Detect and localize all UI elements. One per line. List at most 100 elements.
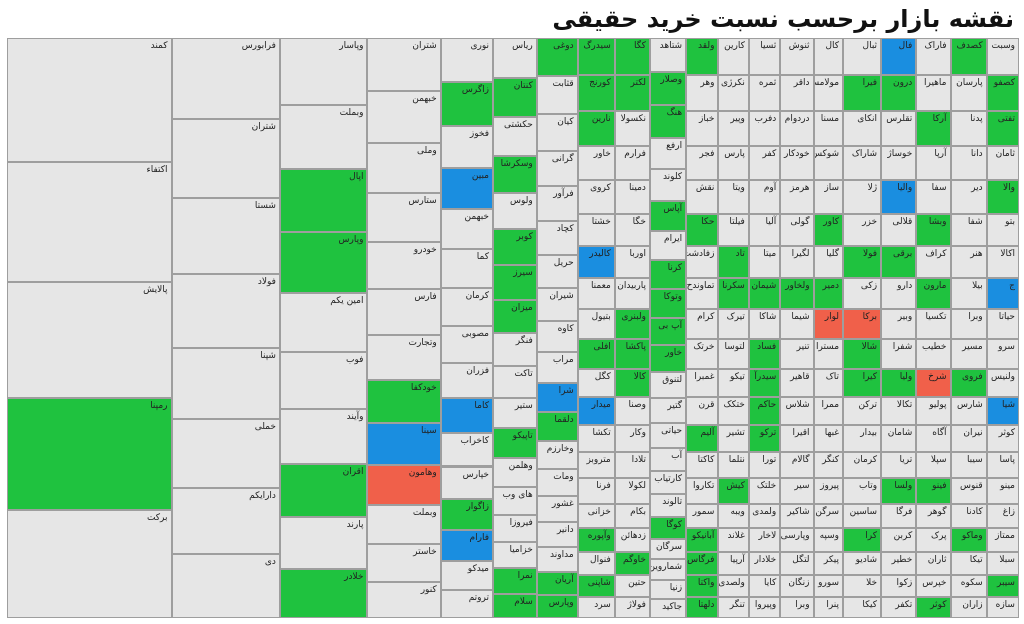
treemap-cell[interactable]: وخارزم [536, 440, 578, 469]
treemap-cell[interactable]: تالوند [649, 494, 687, 517]
treemap-cell[interactable]: کاخراب [440, 432, 493, 467]
treemap-cell[interactable]: ستیر [493, 397, 537, 429]
treemap-cell[interactable]: شیا [986, 397, 1019, 426]
treemap-cell[interactable]: شیما [780, 309, 814, 340]
treemap-cell[interactable]: فرگا [881, 503, 917, 529]
treemap-cell[interactable]: ختکک [718, 397, 749, 426]
treemap-cell[interactable]: خوساژ [881, 145, 917, 181]
treemap-cell[interactable]: آگاه [916, 425, 951, 453]
treemap-cell[interactable]: ویتا [718, 180, 749, 214]
treemap-cell[interactable]: جاکید [649, 599, 687, 618]
treemap-cell[interactable]: وهامون [367, 464, 441, 506]
treemap-cell[interactable]: خلادار [748, 551, 781, 575]
treemap-cell[interactable]: فنگر [493, 333, 537, 366]
treemap-cell[interactable]: مصوبی [440, 325, 493, 363]
treemap-cell[interactable]: آرکا [916, 110, 951, 146]
treemap-cell[interactable]: اپال [279, 169, 368, 232]
treemap-cell[interactable]: کالا [614, 368, 650, 398]
treemap-cell[interactable]: کورنج [577, 74, 615, 111]
treemap-cell[interactable]: پیروز [813, 478, 844, 504]
treemap-cell[interactable]: شلاس [780, 397, 814, 426]
treemap-cell[interactable]: کربن [881, 528, 917, 552]
treemap-cell[interactable]: قلالی [881, 213, 917, 247]
treemap-cell[interactable]: هنگ [649, 105, 687, 138]
treemap-cell[interactable]: پالایش [7, 282, 172, 399]
treemap-cell[interactable]: تکاروا [686, 478, 719, 504]
treemap-cell[interactable]: شفا [950, 213, 987, 247]
treemap-cell[interactable]: سینا [367, 422, 441, 465]
treemap-cell[interactable]: سیدرآ [748, 368, 781, 398]
treemap-cell[interactable]: اکالا [986, 246, 1019, 279]
treemap-cell[interactable]: دانا [950, 145, 987, 181]
treemap-cell[interactable]: کلوند [649, 169, 687, 201]
treemap-cell[interactable]: خاور [649, 344, 687, 372]
treemap-cell[interactable]: نتلما [718, 452, 749, 479]
treemap-cell[interactable]: ریاس [493, 38, 537, 79]
treemap-cell[interactable]: کوثر [916, 596, 951, 618]
treemap-cell[interactable]: بتیول [577, 309, 615, 340]
treemap-cell[interactable]: کادنا [950, 503, 987, 529]
treemap-cell[interactable]: وتجارت [367, 334, 441, 380]
treemap-cell[interactable]: فارس [367, 288, 441, 335]
treemap-cell[interactable]: تاد [718, 246, 749, 279]
treemap-cell[interactable]: زنگان [780, 574, 814, 597]
treemap-cell[interactable]: خملی [171, 418, 280, 488]
treemap-cell[interactable]: کنگر [813, 452, 844, 479]
treemap-cell[interactable]: وپارس [536, 595, 578, 618]
treemap-cell[interactable]: فاراک [916, 38, 951, 75]
treemap-cell[interactable]: کنور [367, 581, 441, 618]
treemap-cell[interactable]: فولا [843, 246, 882, 279]
treemap-cell[interactable]: خپارس [440, 466, 493, 499]
treemap-cell[interactable]: تقلرس [881, 110, 917, 146]
treemap-cell[interactable]: شاراک [843, 145, 882, 181]
treemap-cell[interactable]: پارسان [950, 74, 987, 111]
treemap-cell[interactable]: سرگن [813, 503, 844, 529]
treemap-cell[interactable]: سلام [493, 593, 537, 618]
treemap-cell[interactable]: ویبه [718, 503, 749, 529]
treemap-cell[interactable]: فرآور [536, 186, 578, 222]
treemap-cell[interactable]: ولسا [881, 478, 917, 504]
treemap-cell[interactable]: دلقما [536, 412, 578, 441]
treemap-cell[interactable]: متروبز [577, 452, 615, 479]
treemap-cell[interactable]: پولیو [916, 397, 951, 426]
treemap-cell[interactable]: وتوکا [649, 289, 687, 318]
treemap-cell[interactable]: زاگرس [440, 82, 493, 126]
treemap-cell[interactable]: فزران [440, 362, 493, 399]
treemap-cell[interactable]: سرو [986, 339, 1019, 369]
treemap-cell[interactable]: نوری [440, 38, 493, 83]
treemap-cell[interactable]: شفرا [881, 339, 917, 369]
treemap-cell[interactable]: وهر [686, 74, 719, 111]
treemap-cell[interactable]: قاهیر [780, 368, 814, 398]
treemap-cell[interactable]: کیش [718, 478, 749, 504]
treemap-cell[interactable]: آرپیا [718, 551, 749, 575]
treemap-cell[interactable]: فیلتا [718, 213, 749, 247]
treemap-cell[interactable]: تاک [813, 368, 844, 398]
treemap-cell[interactable]: ولخاور [780, 278, 814, 310]
treemap-cell[interactable]: لتنوق [649, 371, 687, 398]
treemap-cell[interactable]: فولاد [171, 273, 280, 348]
treemap-cell[interactable]: تنگر [718, 596, 749, 618]
treemap-cell[interactable]: شپنا [171, 347, 280, 419]
treemap-cell[interactable]: تیرک [718, 309, 749, 340]
treemap-cell[interactable]: وبیر [881, 309, 917, 340]
treemap-cell[interactable]: شاپنی [577, 574, 615, 597]
treemap-cell[interactable]: برقی [881, 246, 917, 279]
treemap-cell[interactable]: برکت [7, 510, 172, 618]
treemap-cell[interactable]: شالا [843, 339, 882, 369]
treemap-cell[interactable]: سورو [813, 574, 844, 597]
treemap-cell[interactable]: خطیر [881, 551, 917, 575]
treemap-cell[interactable]: افلی [577, 339, 615, 369]
treemap-cell[interactable]: نکسولا [614, 110, 650, 146]
treemap-cell[interactable]: فخوز [440, 125, 493, 168]
treemap-cell[interactable]: تماوندح [686, 278, 719, 310]
treemap-cell[interactable]: وهلمن [493, 458, 537, 488]
treemap-cell[interactable]: های وب [493, 487, 537, 516]
treemap-cell[interactable]: کیرا [843, 368, 882, 398]
treemap-cell[interactable]: اوربا [614, 246, 650, 279]
treemap-cell[interactable]: فرابورس [171, 38, 280, 120]
treemap-cell[interactable]: اقران [279, 463, 368, 518]
treemap-cell[interactable]: آپ بی [649, 317, 687, 345]
treemap-cell[interactable]: وکار [614, 425, 650, 453]
treemap-cell[interactable]: دلهتا [686, 596, 719, 618]
treemap-cell[interactable]: خزامیا [493, 542, 537, 569]
